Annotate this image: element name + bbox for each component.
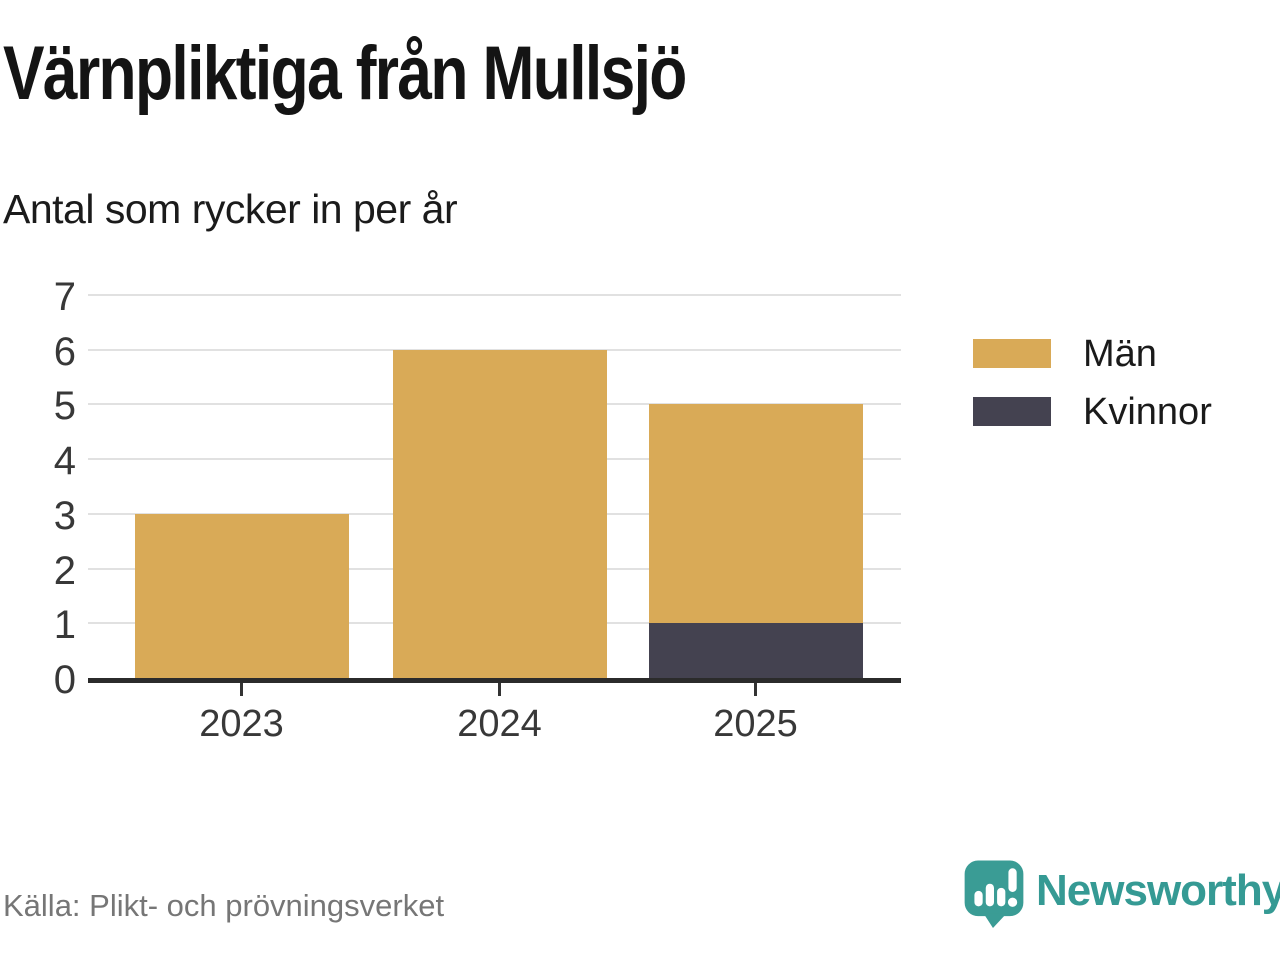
legend-swatch <box>973 397 1051 426</box>
x-axis-tick-label: 2023 <box>199 703 284 745</box>
legend-label: Män <box>1083 332 1157 375</box>
x-axis-tick-label: 2025 <box>713 703 798 745</box>
y-axis-tick-label: 0 <box>53 658 76 702</box>
bar-segment-män <box>648 404 863 624</box>
brand-name: Newsworthy <box>1036 866 1280 915</box>
chart-subtitle: Antal som rycker in per år <box>3 186 458 232</box>
x-axis-tick <box>498 683 501 696</box>
newsworthy-icon <box>964 860 1024 928</box>
y-axis-tick-label: 3 <box>53 493 76 538</box>
y-axis-tick-label: 1 <box>53 603 76 648</box>
legend-item-män: Män <box>973 335 1212 373</box>
y-axis-tick-label: 2 <box>53 548 76 593</box>
source-note: Källa: Plikt- och prövningsverket <box>3 888 445 923</box>
x-axis-tick <box>240 683 243 696</box>
x-axis-tick-label: 2024 <box>457 703 542 745</box>
y-axis-tick-label: 6 <box>53 329 76 374</box>
x-axis-tick <box>754 683 757 696</box>
bar-segment-män <box>392 349 607 678</box>
brand-logo: Newsworthy <box>964 860 1280 928</box>
legend-label: Kvinnor <box>1083 390 1212 433</box>
bar-segment-kvinnor <box>648 623 863 678</box>
legend-swatch <box>973 339 1051 368</box>
y-axis-tick-label: 5 <box>53 384 76 429</box>
bar-segment-män <box>134 513 349 678</box>
y-axis-tick-label: 4 <box>53 439 76 484</box>
y-axis-tick-label: 7 <box>53 275 76 319</box>
x-axis-line <box>88 678 901 683</box>
chart-title: Värnpliktiga från Mullsjö <box>3 31 687 116</box>
legend: Män Kvinnor <box>973 335 1212 431</box>
legend-item-kvinnor: Kvinnor <box>973 393 1212 431</box>
gridline <box>88 294 901 296</box>
